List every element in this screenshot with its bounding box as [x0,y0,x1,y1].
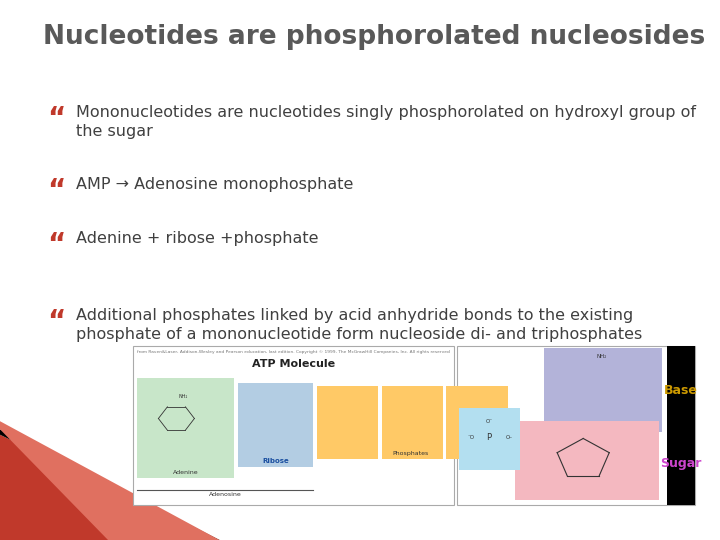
FancyBboxPatch shape [457,346,695,505]
Text: from Raven&Laser, Addison-Wesley and Pearson education, last edition. Copyright : from Raven&Laser, Addison-Wesley and Pea… [137,350,450,354]
Text: Adenine + ribose +phosphate: Adenine + ribose +phosphate [76,231,318,246]
Text: Base: Base [663,384,698,397]
FancyBboxPatch shape [459,408,520,470]
Text: “: “ [47,231,65,259]
Text: NH₂: NH₂ [596,354,606,359]
FancyBboxPatch shape [667,346,695,505]
Text: ATP Molecule: ATP Molecule [252,359,335,369]
FancyBboxPatch shape [544,348,662,432]
FancyBboxPatch shape [137,378,234,478]
Text: Phosphates: Phosphates [392,451,428,456]
Text: Sugar: Sugar [660,457,701,470]
Text: O–: O– [505,435,513,440]
Text: Ribose: Ribose [262,458,289,464]
Polygon shape [0,429,220,540]
FancyBboxPatch shape [317,386,378,459]
Text: “: “ [47,308,65,336]
FancyBboxPatch shape [382,386,443,459]
Text: Nucleotides are phosphorolated nucleosides: Nucleotides are phosphorolated nucleosid… [43,24,706,50]
Text: Adenine: Adenine [173,470,198,475]
Text: P: P [486,433,492,442]
Text: “: “ [47,177,65,205]
Text: NH₂: NH₂ [179,394,189,399]
Text: ⁻O: ⁻O [468,435,475,440]
Polygon shape [0,421,220,540]
FancyBboxPatch shape [515,421,659,500]
FancyBboxPatch shape [446,386,508,459]
FancyBboxPatch shape [238,383,313,467]
Text: Additional phosphates linked by acid anhydride bonds to the existing
phosphate o: Additional phosphates linked by acid anh… [76,308,642,342]
Text: Adenosine: Adenosine [209,492,241,497]
Text: “: “ [47,105,65,133]
Text: Mononucleotides are nucleotides singly phosphorolated on hydroxyl group of
the s: Mononucleotides are nucleotides singly p… [76,105,696,139]
FancyBboxPatch shape [133,346,454,505]
Text: AMP → Adenosine monophosphate: AMP → Adenosine monophosphate [76,177,353,192]
Text: O⁻: O⁻ [485,418,492,424]
Polygon shape [0,435,216,540]
